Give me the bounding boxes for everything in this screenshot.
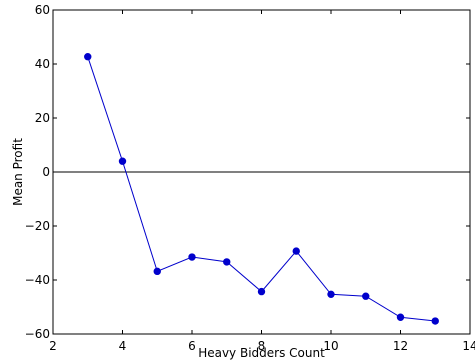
data-point	[396, 313, 405, 321]
y-tick-label: −20	[25, 219, 50, 233]
data-point	[327, 290, 335, 299]
x-axis-label: Heavy Bidders Count	[198, 346, 325, 360]
y-tick-label: 60	[35, 3, 50, 17]
x-tick-label: 14	[462, 339, 475, 353]
data-point	[153, 267, 161, 276]
y-axis-label: Mean Profit	[11, 138, 25, 206]
series-layer	[84, 53, 439, 325]
x-tick-label: 4	[119, 339, 127, 353]
x-tick-label: 12	[393, 339, 408, 353]
data-point	[257, 287, 266, 296]
x-tick-label: 8	[258, 339, 266, 353]
y-tick-label: 0	[42, 165, 50, 179]
data-point	[292, 247, 300, 255]
x-tick-label: 6	[188, 339, 196, 353]
y-tick-label: −40	[25, 273, 50, 287]
data-point	[223, 258, 231, 266]
data-point	[431, 317, 439, 325]
data-point	[362, 292, 370, 300]
data-point	[188, 253, 196, 261]
data-point	[118, 157, 127, 165]
x-tick-label: 2	[49, 339, 57, 353]
y-tick-label: 40	[35, 57, 50, 71]
y-tick-label: −60	[25, 327, 50, 341]
x-tick-label: 10	[323, 339, 338, 353]
y-tick-label: 20	[35, 111, 50, 125]
tick-layer: 2 4 6 8 10 12 14 −60 −40 −20 0 20 40 60	[25, 3, 475, 353]
data-point	[84, 53, 92, 61]
